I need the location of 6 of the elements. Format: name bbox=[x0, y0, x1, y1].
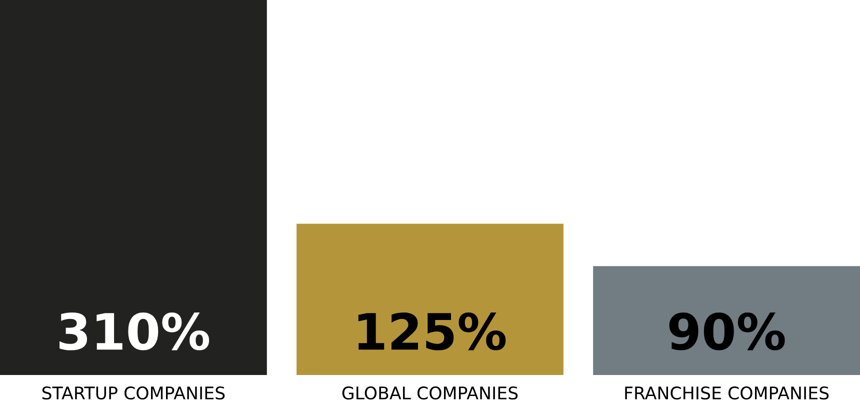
data-label: 90% bbox=[669, 312, 785, 350]
data-label: 310% bbox=[60, 312, 210, 350]
data-label: 125% bbox=[358, 312, 506, 350]
x-tick-label: GLOBAL COMPANIES bbox=[342, 386, 518, 400]
x-tick-label: STARTUP COMPANIES bbox=[42, 386, 225, 400]
x-tick-label: FRANCHISE COMPANIES bbox=[625, 386, 829, 400]
